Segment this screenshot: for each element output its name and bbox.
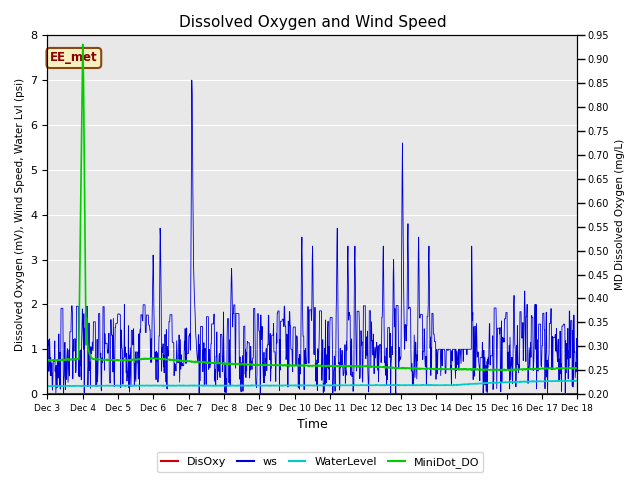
X-axis label: Time: Time [297, 419, 328, 432]
Y-axis label: Dissolved Oxygen (mV), Wind Speed, Water Lvl (psi): Dissolved Oxygen (mV), Wind Speed, Water… [15, 78, 25, 351]
Legend: DisOxy, ws, WaterLevel, MiniDot_DO: DisOxy, ws, WaterLevel, MiniDot_DO [157, 452, 483, 472]
Text: EE_met: EE_met [50, 51, 98, 64]
Y-axis label: MD Dissolved Oxygen (mg/L): MD Dissolved Oxygen (mg/L) [615, 139, 625, 290]
Title: Dissolved Oxygen and Wind Speed: Dissolved Oxygen and Wind Speed [179, 15, 446, 30]
